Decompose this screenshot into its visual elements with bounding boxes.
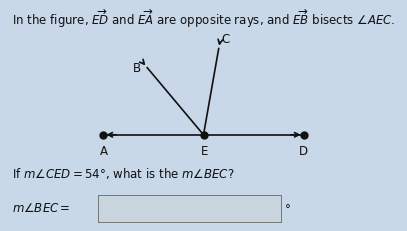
Text: A: A [99, 145, 107, 158]
Point [300, 133, 307, 137]
Text: E: E [201, 145, 208, 158]
Text: In the figure, $\overrightarrow{ED}$ and $\overrightarrow{EA}$ are opposite rays: In the figure, $\overrightarrow{ED}$ and… [12, 7, 395, 29]
Text: °: ° [285, 202, 291, 215]
Point [200, 133, 207, 137]
Text: $m\angle BEC =$: $m\angle BEC =$ [12, 201, 71, 214]
Text: B: B [133, 62, 141, 75]
Text: C: C [222, 33, 230, 46]
Text: D: D [299, 145, 308, 158]
Point [100, 133, 107, 137]
Text: If $m\angle CED =54°$, what is the $m\angle BEC$?: If $m\angle CED =54°$, what is the $m\an… [12, 165, 235, 180]
